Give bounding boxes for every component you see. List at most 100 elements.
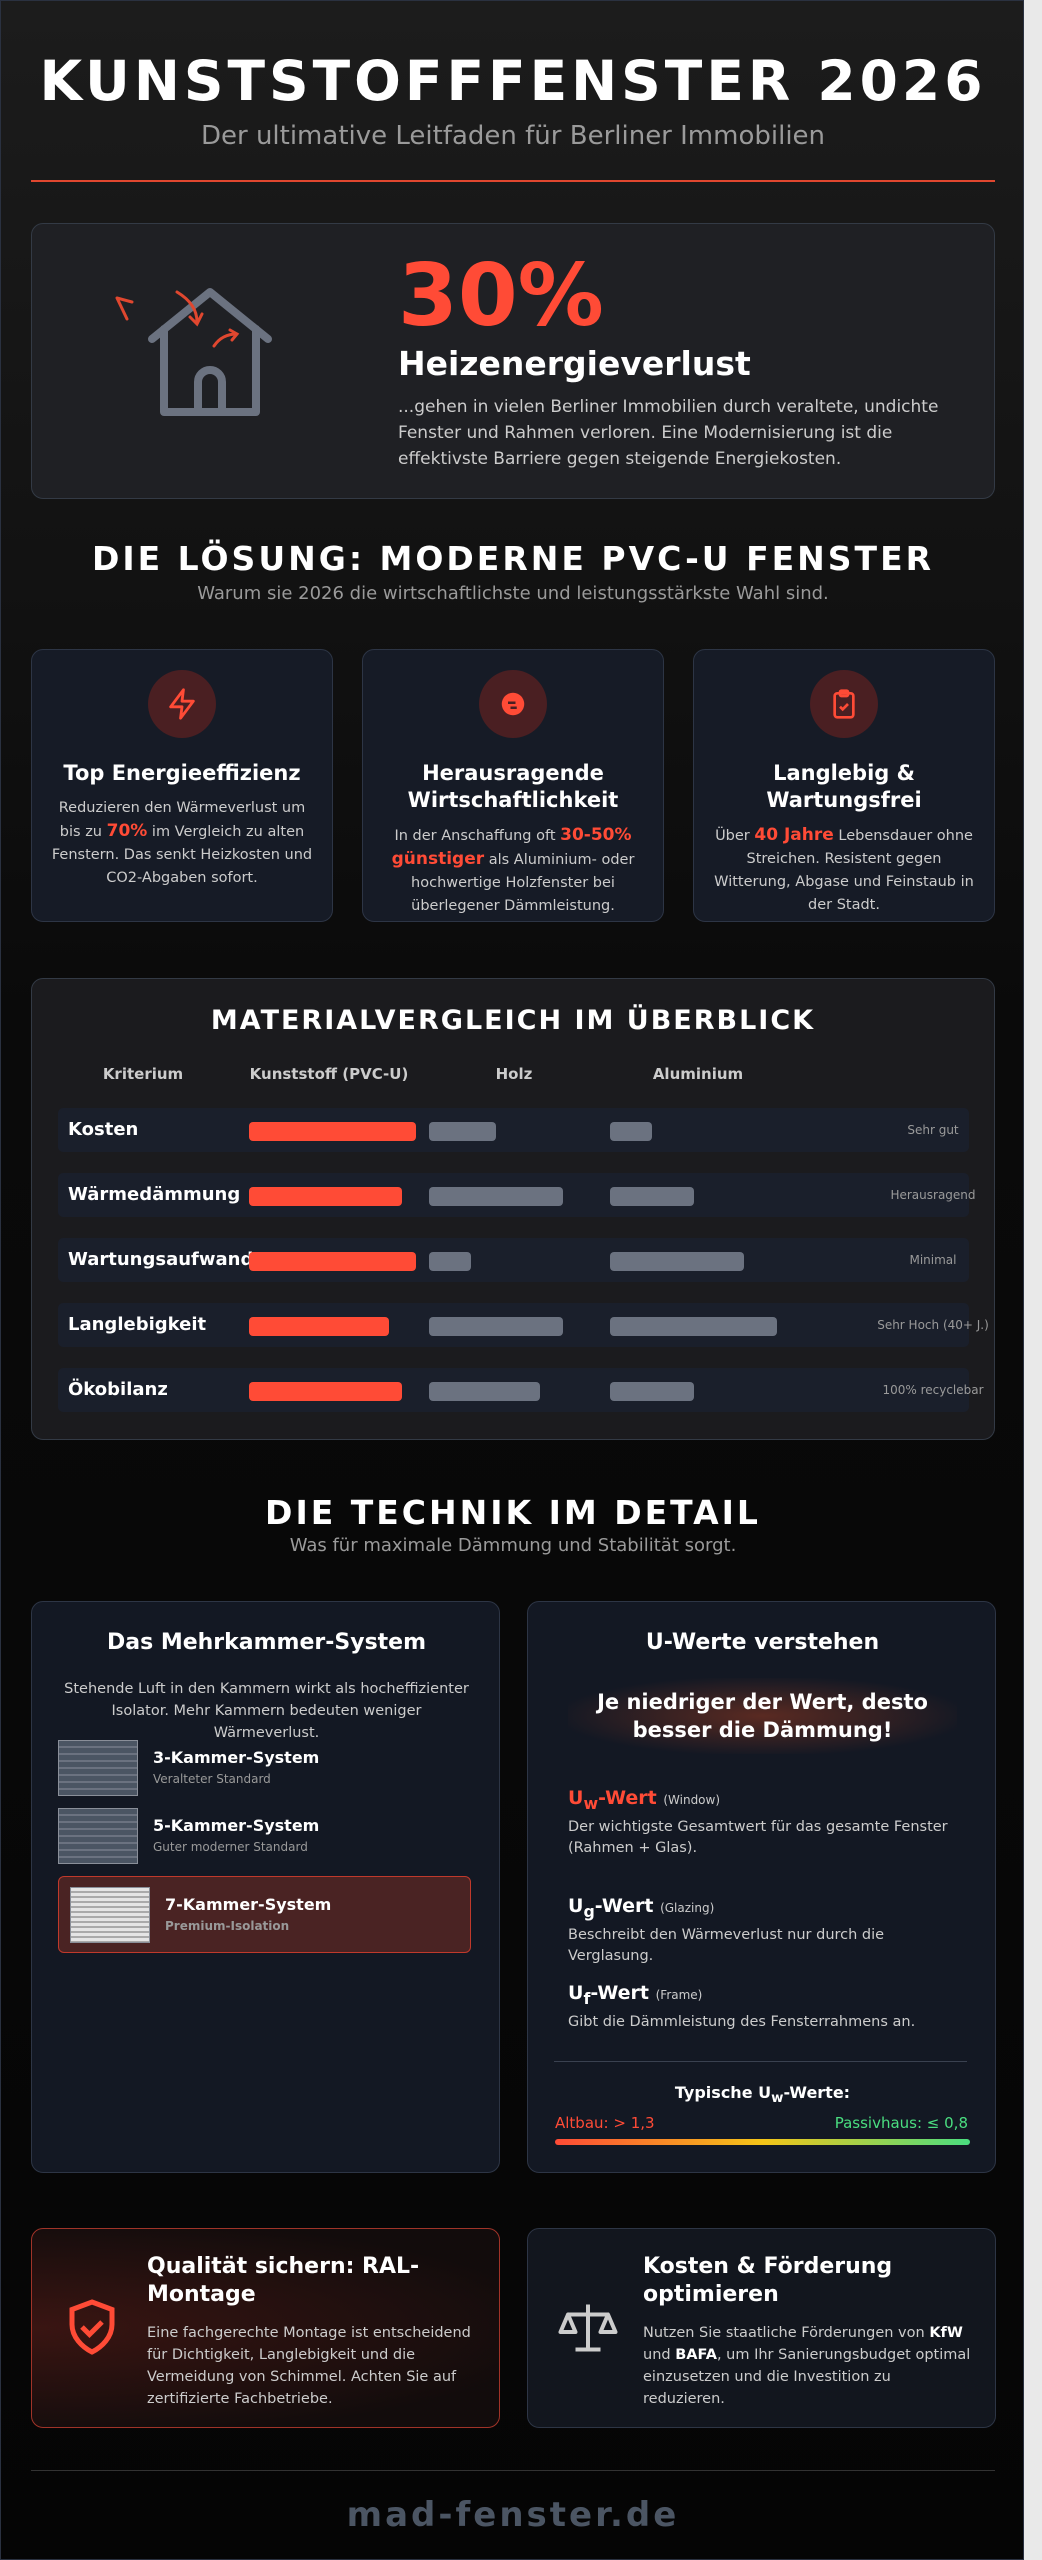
feature-card: Langlebig & Wartungsfrei Über 40 Jahre L… [693,649,995,922]
row-note: Minimal [909,1253,957,1267]
item-desc: Premium-Isolation [165,1919,290,1933]
comparison-title: MATERIALVERGLEICH IM ÜBERBLICK [210,1005,816,1036]
quality-box: Qualität sichern: RAL-Montage Eine fachg… [31,2228,500,2428]
column-header: Kriterium [102,1065,184,1083]
section-subtitle: Was für maximale Dämmung und Stabilität … [289,1535,737,1556]
bold: KfW [929,2325,963,2341]
row-note: Sehr gut [907,1123,959,1137]
item-name: 5-Kammer-System [153,1816,320,1835]
suffix: -Wert [598,1787,657,1809]
row-note: Sehr Hoch (40+ J.) [877,1318,989,1332]
chambers-panel: Das Mehrkammer-System Stehende Luft in d… [31,1601,500,2173]
uvalue-item: Uf-Wert (Frame) Gibt die Dämmleistung des… [568,1982,968,2033]
comparison-row: Wartungsaufwand Minimal [58,1238,969,1282]
item-desc: Guter moderner Standard [153,1840,308,1854]
chamber-item: 5-Kammer-System Guter moderner Standard [58,1808,471,1864]
scale-left: Altbau: > 1,3 [555,2114,655,2132]
scale-bar [555,2139,970,2145]
rating-bar [610,1382,694,1401]
rating-bar [249,1317,389,1336]
rating-bar [610,1122,652,1141]
subscript: g [583,1901,595,1921]
row-note: Herausragend [890,1188,976,1202]
box-title: Kosten & Förderung optimieren [643,2254,893,2307]
text: , um Ihr Sanierungsbudget optimal einzus… [643,2347,971,2407]
rating-bar [249,1187,402,1206]
column-header: Aluminium [652,1065,744,1083]
card-text: Über 40 Jahre Lebensdauer ohne Streichen… [712,824,976,917]
divider [31,2470,995,2471]
comparison-row: Langlebigkeit Sehr Hoch (40+ J.) [58,1303,989,1347]
text: Über [715,828,755,844]
scale-icon [558,2304,618,2352]
rating-bar [610,1317,777,1336]
text: als Aluminium- oder hochwertige Holzfens… [411,852,635,914]
row-label: Wartungsaufwand [68,1249,254,1270]
feature-card: Top Energieeffizienz Reduzieren den Wärm… [31,649,333,922]
rating-bar [249,1252,416,1271]
note: (Glazing) [660,1901,715,1915]
chamber-item: 7-Kammer-System Premium-Isolation [70,1887,483,1943]
rating-bar [249,1122,416,1141]
section-title: DIE LÖSUNG: MODERNE PVC-U FENSTER [91,539,935,578]
divider [554,2061,967,2062]
clipboard-icon [833,689,855,719]
card-text: In der Anschaffung oft 30-50% günstiger … [381,824,645,918]
column-header: Holz [495,1065,533,1083]
item-name: 7-Kammer-System [165,1895,332,1914]
panel-title: Das Mehrkammer-System [106,1630,427,1655]
note: (Frame) [655,1988,703,2002]
uvalue-item: Ug-Wert (Glazing) Beschreibt den Wärmever… [568,1895,968,1967]
highlight: 40 Jahre [754,825,834,845]
subscript: w [771,2091,784,2107]
highlight: 30-50% günstiger [391,825,632,869]
rating-bar [429,1252,471,1271]
symbol: U [568,1787,584,1809]
item-text: Gibt die Dämmleistung des Fensterrahmens… [568,2013,916,2030]
funding-box: Kosten & Förderung optimieren Nutzen Sie… [527,2228,996,2428]
symbol: U [568,1982,584,2004]
uvalue-item: Uw-Wert (Window) Der wichtigste Gesamtwer… [568,1787,968,1859]
typical-title: Typische Uw-Werte: [528,2083,997,2106]
house-icon [115,288,272,416]
column-header: Kunststoff (PVC-U) [249,1065,409,1083]
text: Typische U [674,2083,772,2102]
shield-icon [69,2299,115,2355]
subtitle: Der ultimative Leitfaden für Berliner Im… [200,121,826,151]
section-title: DIE TECHNIK IM DETAIL [265,1493,761,1532]
stat: 30% [398,246,604,346]
rating-bar [429,1187,563,1206]
note: (Window) [663,1793,721,1807]
item-name: 3-Kammer-System [153,1748,320,1767]
text: -Werte: [783,2083,851,2102]
highlight: 70% [106,821,148,841]
suffix: -Wert [594,1895,654,1917]
rating-bar [429,1122,496,1141]
card-title: Herausragende Wirtschaftlichkeit [407,761,619,812]
hero-text: ...gehen in vielen Berliner Immobilien d… [398,397,939,469]
row-label: Kosten [68,1119,139,1140]
divider [31,180,995,182]
text: In der Anschaffung oft [394,828,561,844]
bolt-icon [169,688,195,720]
symbol: U [568,1895,584,1917]
comparison-row: Ökobilanz 100% recyclebar [58,1368,984,1412]
rating-bar [429,1382,540,1401]
callout: Je niedriger der Wert, desto besser die … [568,1678,957,1754]
text: und [643,2347,676,2363]
uvalues-panel: U-Werte verstehen Je niedriger der Wert,… [527,1601,996,2173]
footer-domain[interactable]: mad-fenster.de [346,2495,680,2535]
chamber-item: 3-Kammer-System Veralteter Standard [58,1740,471,1796]
text: Reduzieren den Wärmeverlust um bis zu [58,800,306,840]
feature-card: Herausragende Wirtschaftlichkeit In der … [362,649,664,922]
bold: BAFA [675,2347,717,2363]
item-text: Der wichtigste Gesamtwert für das gesamt… [568,1818,948,1856]
rating-bar [610,1252,744,1271]
panel-text: Stehende Luft in den Kammern wirkt als h… [64,1681,469,1741]
row-label: Langlebigkeit [68,1314,207,1335]
subscript: f [583,1988,591,2008]
row-note: 100% recyclebar [882,1383,984,1397]
rating-bar [610,1187,694,1206]
